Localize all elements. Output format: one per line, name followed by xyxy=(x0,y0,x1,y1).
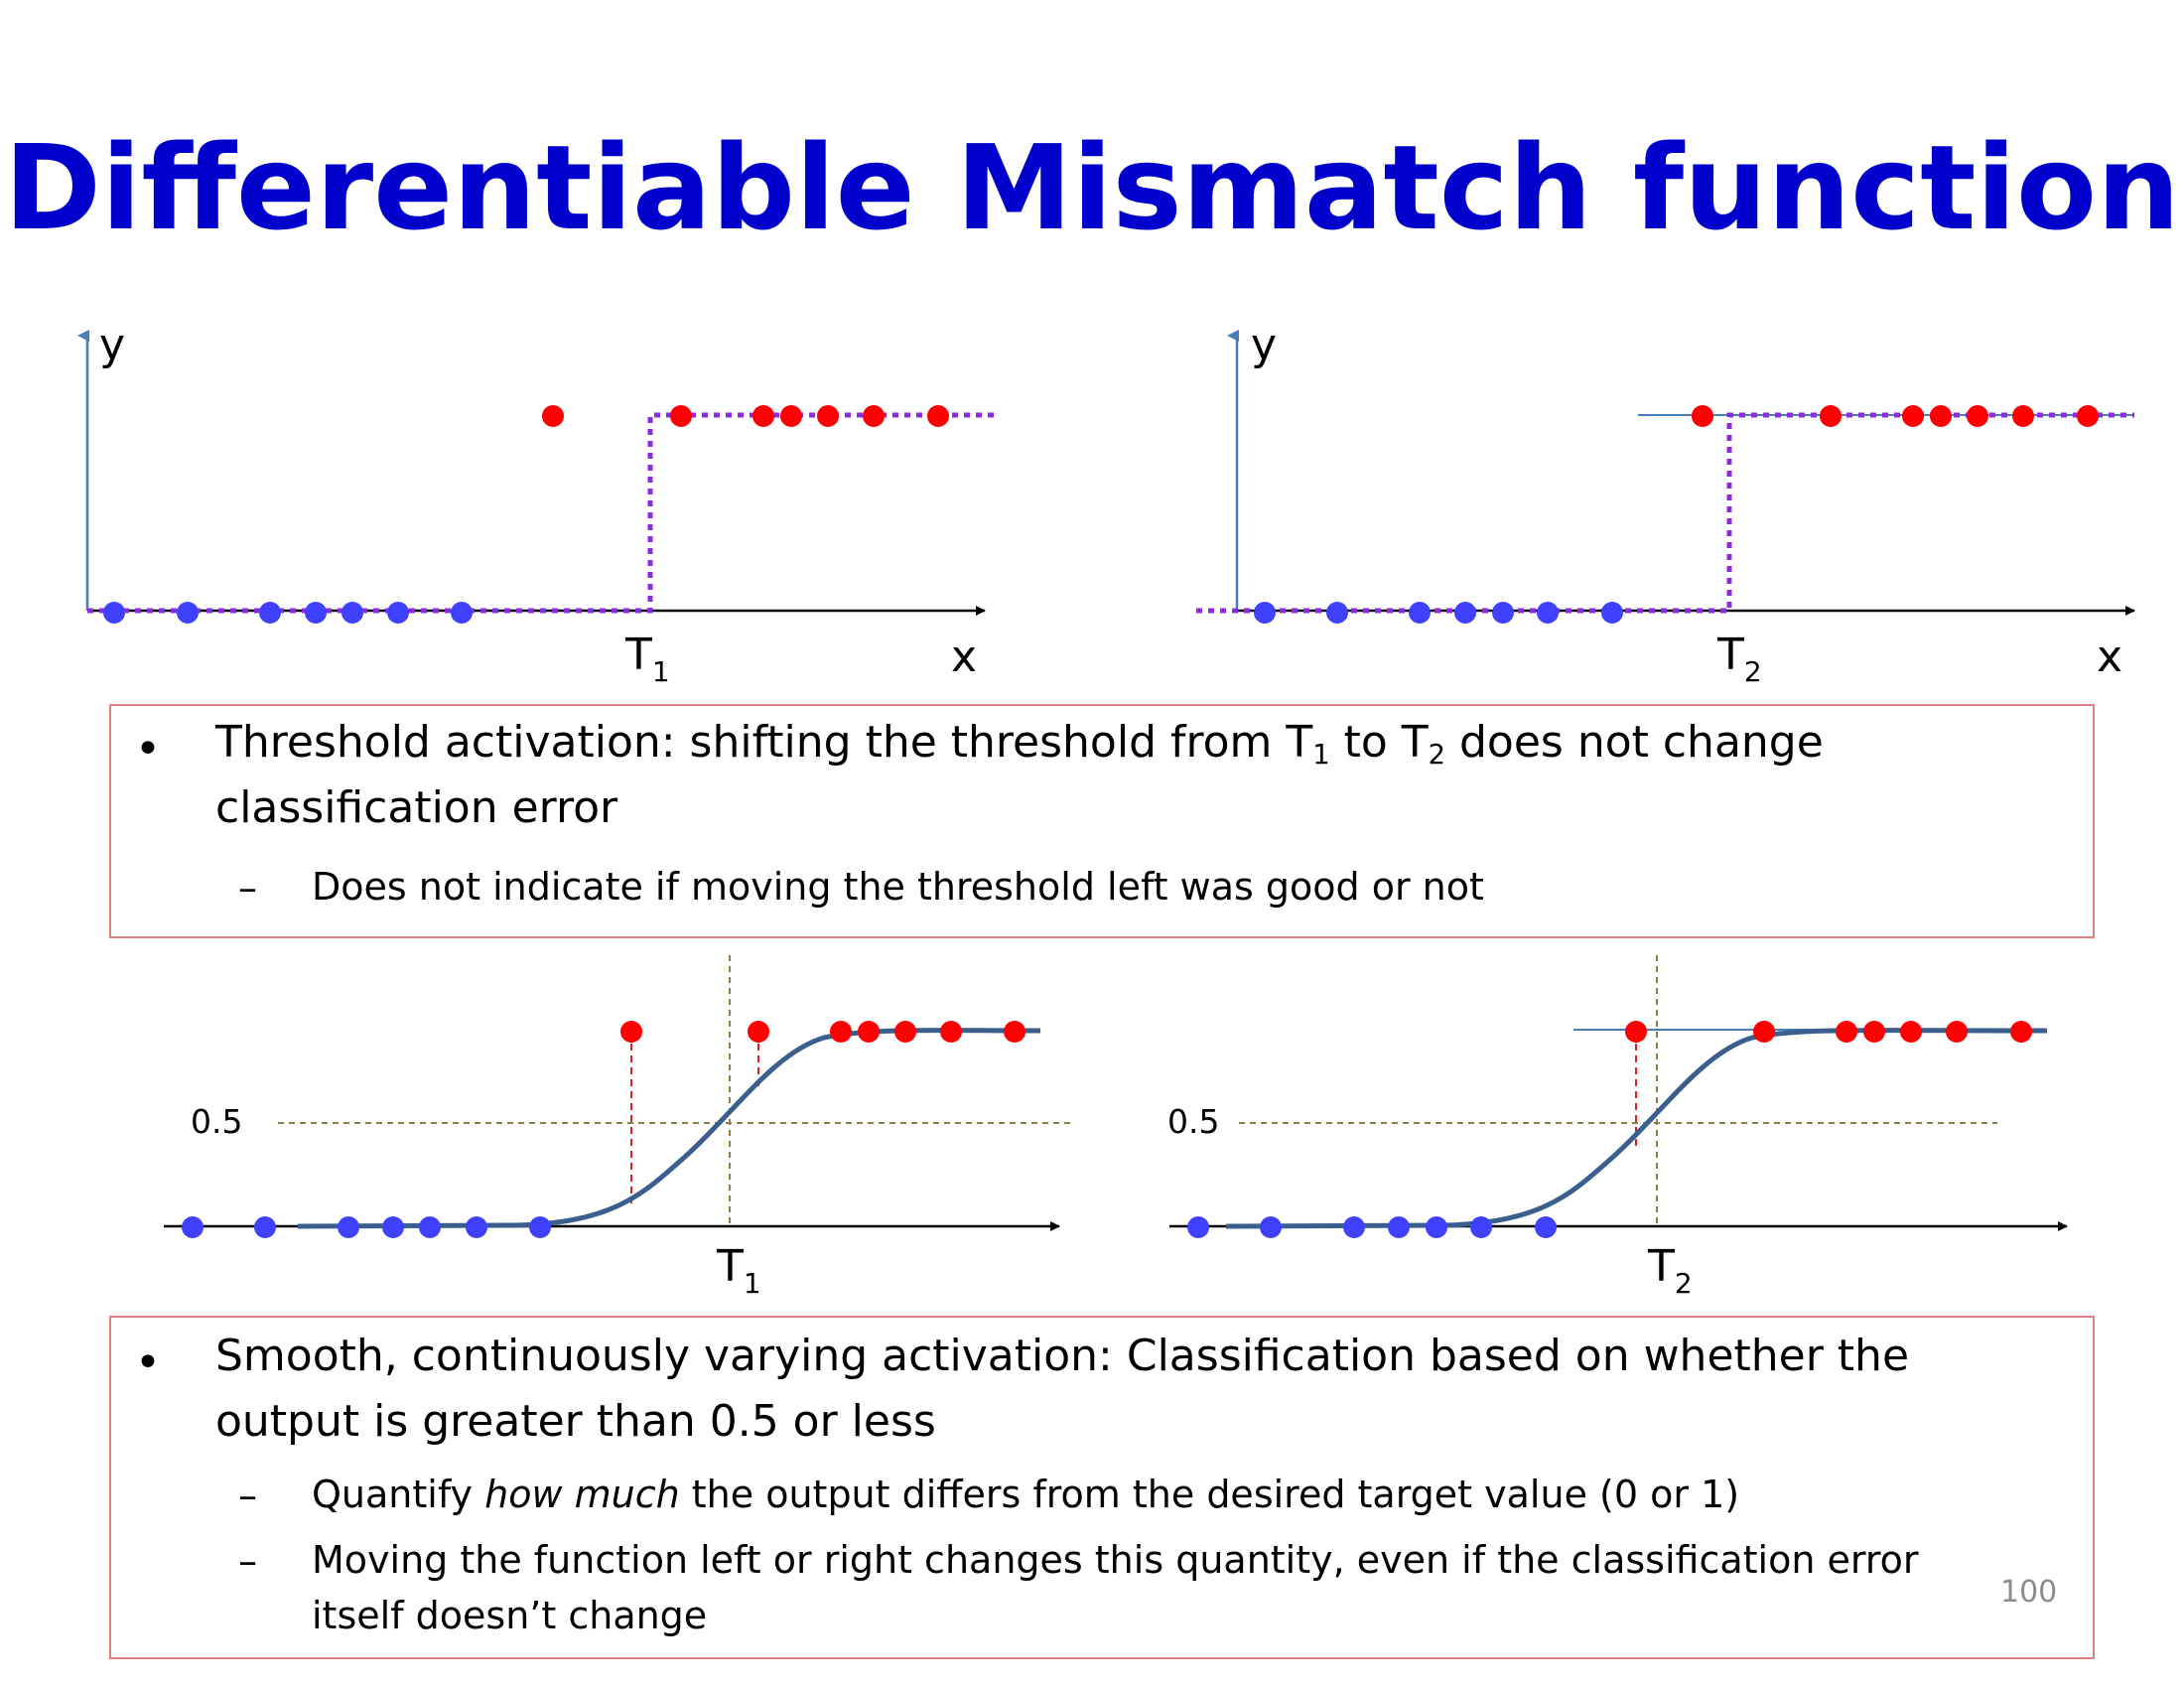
negative-point xyxy=(1492,602,1514,624)
bottom-right-sigmoid-plot: 0.5 T2 xyxy=(1167,955,2068,1300)
positive-point xyxy=(863,405,885,427)
threshold-explanation-box: • Threshold activation: shifting the thr… xyxy=(109,704,2095,938)
positive-point xyxy=(1820,405,1842,427)
negative-point xyxy=(1537,602,1559,624)
sub-point: Quantify how much the output differs fro… xyxy=(312,1473,1740,1516)
positive-point xyxy=(817,405,839,427)
positive-point xyxy=(1967,405,1988,427)
negative-point xyxy=(419,1216,441,1238)
negative-point xyxy=(1260,1216,1282,1238)
negative-point xyxy=(1254,602,1276,624)
negative-point xyxy=(305,602,327,624)
bullet: • xyxy=(135,1337,161,1388)
top-left-step-plot: y x T1 xyxy=(77,320,996,688)
threshold-label: T1 xyxy=(624,630,670,688)
threshold-step-function xyxy=(1196,412,2134,614)
main-point: Smooth, continuously varying activation:… xyxy=(215,1331,1910,1447)
negative-point xyxy=(451,602,473,624)
negative-point xyxy=(466,1216,487,1238)
positive-point xyxy=(1863,1021,1885,1043)
negative-point xyxy=(1470,1216,1492,1238)
positive-point xyxy=(1625,1021,1647,1043)
y-axis-label: y xyxy=(1251,320,1277,370)
positive-point xyxy=(1692,405,1713,427)
positive-point xyxy=(940,1021,962,1043)
positive-point xyxy=(1902,405,1924,427)
negative-point xyxy=(1326,602,1348,624)
half-level-label: 0.5 xyxy=(1167,1102,1219,1141)
positive-point xyxy=(1946,1021,1968,1043)
top-right-step-plot: y x T2 xyxy=(1196,320,2135,688)
positive-point xyxy=(1900,1021,1922,1043)
smooth-activation-box: • Smooth, continuously varying activatio… xyxy=(109,1316,2095,1659)
positive-point xyxy=(748,1021,769,1043)
negative-point xyxy=(1454,602,1476,624)
half-level-label: 0.5 xyxy=(191,1102,242,1141)
positive-point xyxy=(2077,405,2099,427)
negative-point xyxy=(103,602,125,624)
positive-point xyxy=(2012,405,2034,427)
negative-point xyxy=(341,602,363,624)
positive-point xyxy=(1836,1021,1857,1043)
positive-point xyxy=(1930,405,1952,427)
sub-point: Moving the function left or right change… xyxy=(312,1538,1919,1637)
negative-point xyxy=(182,1216,204,1238)
negative-point xyxy=(259,602,281,624)
positive-point xyxy=(670,405,692,427)
bottom-left-sigmoid-plot: 0.5 T1 xyxy=(164,955,1072,1300)
threshold-label: T2 xyxy=(1716,630,1762,688)
slide-title: Differentiable Mismatch function xyxy=(3,119,2181,256)
positive-point xyxy=(1753,1021,1775,1043)
positive-point xyxy=(2010,1021,2032,1043)
negative-point xyxy=(1343,1216,1365,1238)
threshold-step-function xyxy=(87,412,996,614)
positive-point xyxy=(542,405,564,427)
negative-point xyxy=(338,1216,359,1238)
negative-point xyxy=(1601,602,1623,624)
positive-point xyxy=(858,1021,880,1043)
negative-point xyxy=(382,1216,404,1238)
sub-point: Does not indicate if moving the threshol… xyxy=(312,865,1484,909)
positive-point xyxy=(752,405,774,427)
y-axis-label: y xyxy=(99,320,125,370)
page-number: 100 xyxy=(2000,1575,2058,1610)
bullet: • xyxy=(135,724,161,774)
negative-point xyxy=(177,602,199,624)
sigmoid-curve xyxy=(297,1028,1041,1229)
negative-point xyxy=(254,1216,276,1238)
negative-point xyxy=(387,602,409,624)
positive-point xyxy=(927,405,949,427)
sub-bullet-dash: – xyxy=(238,1474,257,1517)
threshold-label: T1 xyxy=(716,1241,761,1300)
negative-point xyxy=(1535,1216,1557,1238)
main-point: Threshold activation: shifting the thres… xyxy=(215,717,1824,833)
positive-point xyxy=(830,1021,852,1043)
sub-bullet-dash: – xyxy=(238,866,257,910)
x-axis-label: x xyxy=(2097,632,2122,682)
positive-point xyxy=(620,1021,642,1043)
positive-point xyxy=(894,1021,916,1043)
negative-point xyxy=(1187,1216,1209,1238)
negative-point xyxy=(1426,1216,1447,1238)
negative-point xyxy=(529,1216,551,1238)
positive-point xyxy=(780,405,802,427)
threshold-label: T2 xyxy=(1647,1241,1693,1300)
x-axis-label: x xyxy=(951,632,977,682)
sub-bullet-dash: – xyxy=(238,1539,257,1583)
positive-point xyxy=(1004,1021,1025,1043)
negative-point xyxy=(1388,1216,1410,1238)
negative-point xyxy=(1409,602,1431,624)
